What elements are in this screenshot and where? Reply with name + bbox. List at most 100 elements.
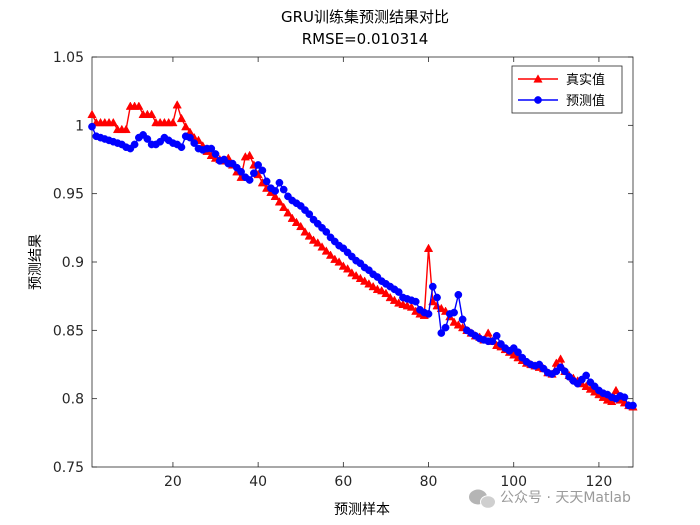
circle-marker bbox=[488, 337, 497, 346]
triangle-marker bbox=[389, 295, 400, 304]
y-tick-label: 0.85 bbox=[53, 323, 84, 339]
triangle-marker bbox=[377, 285, 387, 295]
chart-subtitle: RMSE=0.010314 bbox=[302, 30, 429, 48]
circle-marker bbox=[428, 282, 437, 291]
triangle-marker bbox=[121, 124, 131, 134]
y-axis-label: 预测结果 bbox=[28, 234, 44, 290]
triangle-marker bbox=[321, 246, 331, 255]
triangle-marker bbox=[351, 270, 361, 280]
circle-marker bbox=[534, 96, 542, 104]
circle-marker bbox=[394, 288, 403, 296]
y-tick-label: 0.75 bbox=[53, 460, 84, 476]
circle-marker bbox=[254, 161, 262, 169]
triangle-marker bbox=[270, 191, 280, 201]
triangle-marker bbox=[168, 117, 178, 127]
circle-marker bbox=[305, 210, 314, 219]
triangle-marker bbox=[432, 301, 442, 310]
triangle-marker bbox=[355, 273, 365, 283]
x-tick-label: 80 bbox=[420, 474, 438, 490]
triangle-marker bbox=[296, 221, 306, 231]
circle-marker bbox=[245, 176, 254, 184]
wechat-icon bbox=[469, 489, 496, 509]
circle-marker bbox=[437, 329, 446, 337]
circle-marker bbox=[454, 290, 463, 299]
triangle-marker bbox=[406, 302, 417, 311]
x-axis-label: 预测样本 bbox=[334, 502, 390, 518]
circle-marker bbox=[582, 371, 590, 380]
circle-marker bbox=[130, 140, 139, 149]
circle-marker bbox=[620, 393, 629, 402]
y-tick-label: 1.05 bbox=[53, 50, 84, 66]
triangle-marker bbox=[338, 261, 348, 270]
circle-marker bbox=[560, 367, 569, 376]
legend-item: 预测值 bbox=[518, 93, 605, 109]
circle-marker bbox=[322, 228, 331, 236]
circle-marker bbox=[433, 293, 441, 302]
triangle-marker bbox=[279, 202, 289, 211]
x-tick-label: 40 bbox=[249, 474, 267, 490]
circle-marker bbox=[190, 139, 199, 147]
chart-title: GRU训练集预测结果对比 bbox=[281, 8, 449, 26]
circle-marker bbox=[492, 331, 501, 340]
triangle-marker bbox=[274, 197, 285, 206]
triangle-marker bbox=[176, 113, 187, 123]
y-tick-label: 1 bbox=[75, 118, 84, 134]
circle-marker bbox=[258, 166, 267, 175]
y-tick-label: 0.95 bbox=[53, 187, 84, 203]
circle-marker bbox=[207, 144, 216, 153]
triangle-marker bbox=[300, 227, 310, 236]
circle-marker bbox=[441, 323, 450, 332]
circle-marker bbox=[177, 143, 186, 152]
x-tick-label: 100 bbox=[500, 474, 527, 490]
triangle-marker bbox=[453, 320, 463, 329]
series-group bbox=[87, 100, 638, 411]
circle-marker bbox=[411, 297, 420, 306]
triangle-marker bbox=[423, 243, 434, 252]
legend-label: 真实值 bbox=[566, 72, 605, 88]
triangle-marker bbox=[330, 254, 340, 263]
y-tick-label: 0.9 bbox=[62, 255, 84, 271]
legend-label: 预测值 bbox=[566, 93, 605, 109]
triangle-marker bbox=[342, 264, 353, 273]
x-axis: 20 40 60 80 100 120 bbox=[164, 57, 612, 490]
triangle-marker bbox=[108, 117, 118, 127]
series-predicted bbox=[88, 122, 637, 410]
triangle-marker bbox=[483, 328, 493, 337]
triangle-marker bbox=[385, 292, 395, 302]
circle-marker bbox=[450, 308, 458, 317]
circle-marker bbox=[237, 167, 245, 176]
triangle-marker bbox=[181, 121, 191, 131]
triangle-marker bbox=[334, 257, 344, 266]
triangle-marker bbox=[244, 150, 255, 160]
triangle-marker bbox=[325, 250, 336, 259]
circle-marker bbox=[271, 187, 280, 195]
circle-marker bbox=[211, 150, 220, 158]
triangle-marker bbox=[317, 242, 327, 251]
x-tick-label: 120 bbox=[586, 474, 613, 490]
triangle-marker bbox=[147, 109, 157, 119]
triangle-marker bbox=[533, 74, 543, 83]
triangle-marker bbox=[360, 276, 370, 285]
triangle-marker bbox=[313, 238, 323, 247]
legend-item: 真实值 bbox=[518, 72, 605, 88]
triangle-marker bbox=[287, 213, 297, 222]
triangle-marker bbox=[381, 288, 391, 298]
circle-marker bbox=[275, 178, 284, 187]
triangle-marker bbox=[555, 354, 566, 363]
x-tick-label: 60 bbox=[334, 474, 352, 490]
watermark: 公众号 · 天天Matlab bbox=[469, 489, 631, 509]
circle-marker bbox=[458, 315, 467, 324]
triangle-marker bbox=[611, 385, 621, 395]
triangle-marker bbox=[87, 109, 97, 119]
triangle-marker bbox=[581, 381, 591, 390]
circle-marker bbox=[143, 135, 152, 143]
triangle-marker bbox=[283, 208, 293, 217]
triangle-marker bbox=[291, 217, 302, 226]
triangle-marker bbox=[304, 231, 314, 240]
y-tick-label: 0.8 bbox=[62, 392, 84, 408]
legend-box bbox=[511, 65, 623, 114]
triangle-marker bbox=[368, 281, 378, 291]
triangle-marker bbox=[308, 235, 319, 244]
